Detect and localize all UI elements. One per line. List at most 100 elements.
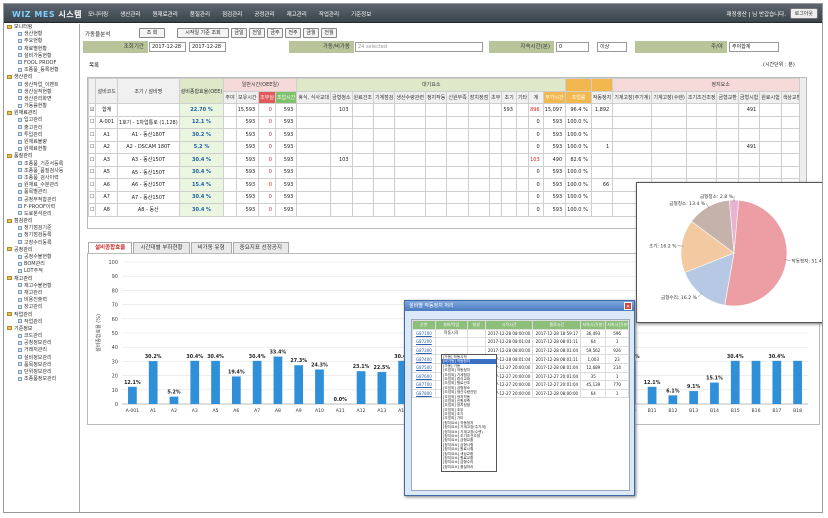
column-header[interactable]: 신원부족 <box>446 90 469 104</box>
sidebar-item[interactable]: 원재료현황 <box>4 146 79 153</box>
tab-3[interactable]: 중요지표 선정공지 <box>232 242 289 253</box>
dropdown-option[interactable]: [정지요소] 조기조건조정 <box>443 434 481 439</box>
sidebar-group[interactable]: 재고관리 <box>4 276 79 283</box>
sidebar-item[interactable]: 조종품_품질검사등 <box>4 168 79 175</box>
column-header[interactable] <box>565 78 592 92</box>
column-header[interactable]: 장치정점 <box>467 90 491 104</box>
sidebar-group[interactable]: 점검관리 <box>4 218 79 225</box>
menu-item[interactable]: 원재료관리 <box>152 12 178 18</box>
column-header[interactable]: 정지작동 <box>424 90 448 104</box>
select-all-checkbox[interactable] <box>88 78 97 104</box>
sidebar-item[interactable]: 원재료_수분관리 <box>4 182 79 189</box>
sidebar-item[interactable]: 입고관리 <box>4 117 79 124</box>
sidebar-item[interactable]: 고장수리등록 <box>4 240 79 247</box>
sidebar-item[interactable]: 재고관리 <box>4 290 79 297</box>
dropdown-option[interactable]: [정지요소] 금형교환 <box>443 438 474 443</box>
column-header[interactable]: 기타 <box>515 90 530 104</box>
dialog-code[interactable]: G87300 <box>412 345 436 356</box>
column-header[interactable]: 기계고장(주기계) <box>612 90 653 104</box>
dialog-row[interactable]: G87400 2017-12-28 08:01:04 2017-12-28 08:0… <box>412 354 629 364</box>
logout-button[interactable]: 로그아웃 <box>789 8 818 19</box>
sidebar-item[interactable]: 재고수불현황 <box>4 283 79 290</box>
menu-item[interactable]: 기준정보 <box>351 12 372 18</box>
menu-item[interactable]: 생산관리 <box>120 12 141 18</box>
sidebar-item[interactable]: F-PROOF이력 <box>4 204 79 211</box>
row-checkbox[interactable]: ☐ <box>88 153 97 167</box>
menu-item[interactable]: 점검관리 <box>222 12 243 18</box>
quick-period-button[interactable]: 금주 <box>267 28 283 38</box>
dialog-code[interactable]: G87600 <box>412 371 436 382</box>
sidebar-item[interactable]: 생산관리화면 <box>4 96 79 103</box>
sidebar-item[interactable]: 단위정보관리 <box>4 369 79 376</box>
date-to-input[interactable]: 2017-12-28 <box>189 42 226 52</box>
column-header[interactable]: 조업시간 <box>274 90 298 104</box>
quick-period-button[interactable]: 금일 <box>231 28 247 38</box>
grid-scrollbar[interactable] <box>799 78 806 228</box>
sidebar-group[interactable]: 작업관리 <box>4 312 79 319</box>
dropdown-option[interactable]: [정지요소] 금형수리 <box>443 460 474 465</box>
sidebar-item[interactable]: FOOL PROOF <box>4 60 79 67</box>
reason-dropdown-list[interactable]: [가동] 작동시작 [비가동] 작동정지 [가동] 기동 [조업외] 작동정지 [조업외… <box>441 354 497 472</box>
column-header[interactable]: 기계점검 <box>372 90 396 104</box>
dialog-row[interactable]: G87300 2017-12-28 08:00:00 2017-12-28 08:0… <box>412 345 629 356</box>
dropdown-option[interactable]: [조업외] 원료건조 <box>443 381 471 386</box>
column-header[interactable]: 기계고장(수렌) <box>651 90 687 104</box>
dropdown-option[interactable]: [조업외] 장치정점 <box>443 403 471 408</box>
column-header[interactable] <box>590 78 614 92</box>
dropdown-option[interactable]: [조업외] 정지작동 <box>443 394 471 399</box>
sidebar-item[interactable]: 품목정보관리 <box>4 362 79 369</box>
column-header[interactable]: 조무실 <box>258 90 276 104</box>
dropdown-option[interactable]: [조업외] 신원부족 <box>443 398 471 403</box>
sidebar-item[interactable]: 비용진출력 <box>4 297 79 304</box>
column-header[interactable]: 금형교환 <box>716 90 739 104</box>
sidebar-item[interactable]: 조종품_등록현황 <box>4 67 79 74</box>
sidebar-item[interactable]: 도료분석관리 <box>4 211 79 218</box>
column-header[interactable]: 초무 <box>489 90 503 104</box>
sidebar-item[interactable]: 품목별관리 <box>4 189 79 196</box>
sidebar-item[interactable]: 생산작업_이벤트 <box>4 82 79 89</box>
group-header[interactable]: 정지요소 <box>612 78 806 92</box>
sidebar-group[interactable]: 기준정보 <box>4 326 79 333</box>
shift-select[interactable]: 주야합계 <box>729 42 779 52</box>
table-row[interactable]: ☐ A3 A3 - 동산150T 30.4 % 593 0 593 103 103 490 82.6… <box>88 153 807 167</box>
sidebar-item[interactable]: 생산실적현황 <box>4 89 79 96</box>
sidebar-item[interactable]: 재료별현황 <box>4 46 79 53</box>
dropdown-option[interactable]: [조업외] 금형청소 <box>443 385 471 390</box>
column-header[interactable]: 원료시험 <box>759 90 782 104</box>
sidebar-group[interactable]: 생산관리 <box>4 74 79 81</box>
sidebar-group[interactable]: 원재료관리 <box>4 110 79 117</box>
quick-period-button[interactable]: 전월 <box>321 28 337 38</box>
column-header[interactable]: 휴식, 식사교대 <box>296 90 332 104</box>
sidebar-item[interactable]: 창고관리 <box>4 304 79 311</box>
dropdown-option[interactable]: [정지요소] 금형시험 <box>443 442 474 447</box>
dropdown-option[interactable]: [정지요소] 기계고장(수렌) <box>443 429 483 434</box>
column-header[interactable]: 보유시간 <box>235 90 260 104</box>
column-header[interactable]: 조업률 <box>565 90 592 104</box>
equip-status-select[interactable]: 24 selected <box>355 42 483 52</box>
quick-period-button[interactable]: 전일 <box>249 28 265 38</box>
sidebar-group[interactable]: 공정관리 <box>4 247 79 254</box>
dropdown-option[interactable]: [조업외] 기타 <box>443 416 464 421</box>
dropdown-option[interactable]: [정지요소] 원료시험 <box>443 447 474 452</box>
column-header[interactable]: 초기 <box>501 90 517 104</box>
sidebar-item[interactable]: BOM관리 <box>4 261 79 268</box>
dropdown-option[interactable]: [정지요소] 원료교환 <box>443 455 474 460</box>
column-header[interactable]: 조기 / 설비명 <box>116 78 180 104</box>
menu-item[interactable]: 재고관리 <box>286 12 307 18</box>
close-icon[interactable]: ✕ <box>624 302 632 310</box>
sidebar-item[interactable]: 조종품_검사이력 <box>4 175 79 182</box>
column-header[interactable]: 금형시험 <box>737 90 761 104</box>
dialog-code[interactable]: G87500 <box>412 362 436 373</box>
column-header[interactable]: 부가시간 <box>542 90 567 104</box>
row-checkbox[interactable]: ☐ <box>88 165 97 179</box>
sidebar-item[interactable]: 공정부적합관리 <box>4 197 79 204</box>
dropdown-option[interactable]: [조업외] 휴식교대 <box>443 376 471 381</box>
table-row[interactable]: ☐ A-001 1호기 - 1차업통로 (1,128) 12.1 % 593 0 593 0 5… <box>88 115 807 129</box>
sidebar-item[interactable]: 투입관리 <box>4 132 79 139</box>
quick-period-button[interactable]: 전주 <box>285 28 301 38</box>
duration-input[interactable]: 0 <box>556 42 589 52</box>
table-row[interactable]: ☐ A1 A1 - 동산180T 30.2 % 593 0 593 0 593 100.0 % <box>88 128 807 142</box>
sidebar-item[interactable]: LOT추적 <box>4 268 79 275</box>
table-row[interactable]: ☐ A5 A5 - 동산150T 30.4 % 593 0 593 0 593 100.0 % <box>88 165 807 179</box>
group-header[interactable]: 일반시간(OEE일) <box>223 78 298 92</box>
